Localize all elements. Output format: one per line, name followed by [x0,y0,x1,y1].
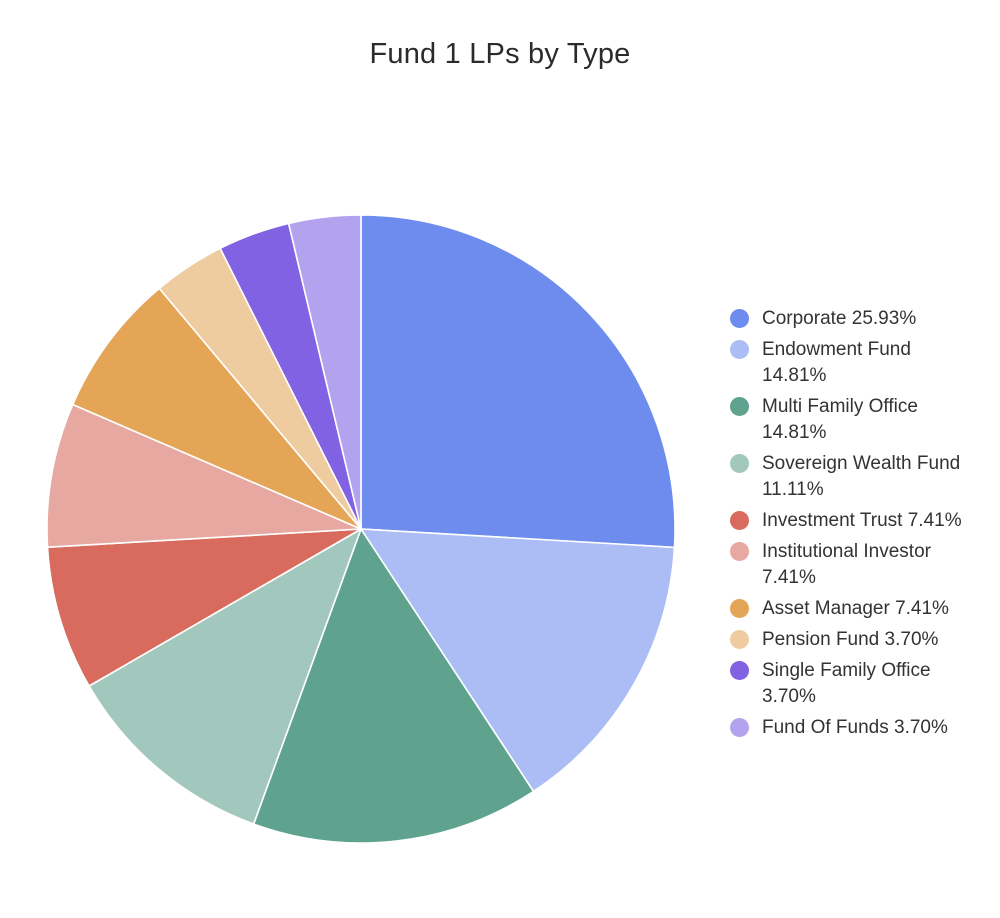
pie-slice-sovereign-wealth-fund[interactable] [88,528,362,825]
legend-item-corporate[interactable]: Corporate 25.93% [730,306,980,332]
legend-item-endowment-fund[interactable]: Endowment Fund 14.81% [730,337,980,389]
legend-label: Asset Manager 7.41% [762,598,949,619]
legend-item-single-family-office[interactable]: Single Family Office 3.70% [730,658,980,710]
legend-swatch [730,397,749,416]
pie-slice-asset-manager[interactable] [71,287,362,530]
legend-swatch [730,630,749,649]
pie-slice-institutional-investor[interactable] [46,403,362,548]
pie-slice-investment-trust[interactable] [46,528,362,687]
legend-item-sovereign-wealth-fund[interactable]: Sovereign Wealth Fund 11.11% [730,451,980,503]
legend-swatch [730,542,749,561]
legend-label: Pension Fund 3.70% [762,629,939,650]
legend-swatch [730,340,749,359]
chart-title: Fund 1 LPs by Type [369,38,631,70]
legend-label: Fund Of Funds 3.70% [762,717,948,738]
legend-label: Corporate 25.93% [762,308,917,329]
legend-label: Endowment Fund 14.81% [762,339,911,386]
legend-swatch [730,511,749,530]
legend-item-multi-family-office[interactable]: Multi Family Office 14.81% [730,394,980,446]
legend-swatch [730,309,749,328]
legend-swatch [730,599,749,618]
legend-item-asset-manager[interactable]: Asset Manager 7.41% [730,596,980,622]
legend-item-fund-of-funds[interactable]: Fund Of Funds 3.70% [730,715,980,741]
legend-swatch [730,718,749,737]
legend-item-pension-fund[interactable]: Pension Fund 3.70% [730,627,980,653]
legend-item-institutional-investor[interactable]: Institutional Investor 7.41% [730,539,980,591]
legend-label: Institutional Investor 7.41% [762,541,931,588]
legend-swatch [730,661,749,680]
legend-label: Investment Trust 7.41% [762,510,962,531]
legend: Corporate 25.93% Endowment Fund 14.81% Mul… [730,306,980,746]
legend-label: Sovereign Wealth Fund 11.11% [762,453,961,500]
pie-slice-corporate[interactable] [360,214,676,549]
legend-label: Single Family Office 3.70% [762,660,931,707]
legend-item-investment-trust[interactable]: Investment Trust 7.41% [730,508,980,534]
pie-slice-endowment-fund[interactable] [360,528,676,793]
legend-label: Multi Family Office 14.81% [762,396,918,443]
pie-slice-fund-of-funds[interactable] [287,214,362,530]
pie-slice-multi-family-office[interactable] [252,528,535,844]
legend-swatch [730,454,749,473]
